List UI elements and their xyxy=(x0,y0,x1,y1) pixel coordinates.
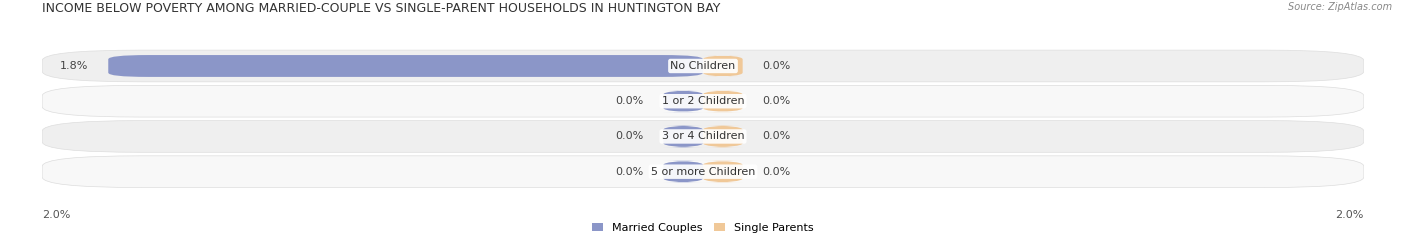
FancyBboxPatch shape xyxy=(664,161,703,183)
Text: 5 or more Children: 5 or more Children xyxy=(651,167,755,177)
Text: 3 or 4 Children: 3 or 4 Children xyxy=(662,131,744,141)
Text: 0.0%: 0.0% xyxy=(762,96,790,106)
FancyBboxPatch shape xyxy=(703,161,742,183)
Text: 1.8%: 1.8% xyxy=(60,61,89,71)
Text: 0.0%: 0.0% xyxy=(762,167,790,177)
FancyBboxPatch shape xyxy=(42,121,1364,152)
Text: Source: ZipAtlas.com: Source: ZipAtlas.com xyxy=(1288,2,1392,12)
FancyBboxPatch shape xyxy=(703,55,742,77)
Text: 0.0%: 0.0% xyxy=(616,131,644,141)
FancyBboxPatch shape xyxy=(664,90,703,112)
Text: 2.0%: 2.0% xyxy=(42,210,70,220)
FancyBboxPatch shape xyxy=(42,85,1364,117)
Text: 1 or 2 Children: 1 or 2 Children xyxy=(662,96,744,106)
Text: 0.0%: 0.0% xyxy=(616,96,644,106)
Text: 0.0%: 0.0% xyxy=(762,61,790,71)
FancyBboxPatch shape xyxy=(108,55,703,77)
Text: 2.0%: 2.0% xyxy=(1336,210,1364,220)
Text: INCOME BELOW POVERTY AMONG MARRIED-COUPLE VS SINGLE-PARENT HOUSEHOLDS IN HUNTING: INCOME BELOW POVERTY AMONG MARRIED-COUPL… xyxy=(42,2,720,15)
FancyBboxPatch shape xyxy=(664,126,703,147)
FancyBboxPatch shape xyxy=(703,90,742,112)
Text: 0.0%: 0.0% xyxy=(616,167,644,177)
FancyBboxPatch shape xyxy=(42,50,1364,82)
FancyBboxPatch shape xyxy=(42,156,1364,188)
Legend: Married Couples, Single Parents: Married Couples, Single Parents xyxy=(592,223,814,233)
Text: 0.0%: 0.0% xyxy=(762,131,790,141)
Text: No Children: No Children xyxy=(671,61,735,71)
FancyBboxPatch shape xyxy=(703,126,742,147)
